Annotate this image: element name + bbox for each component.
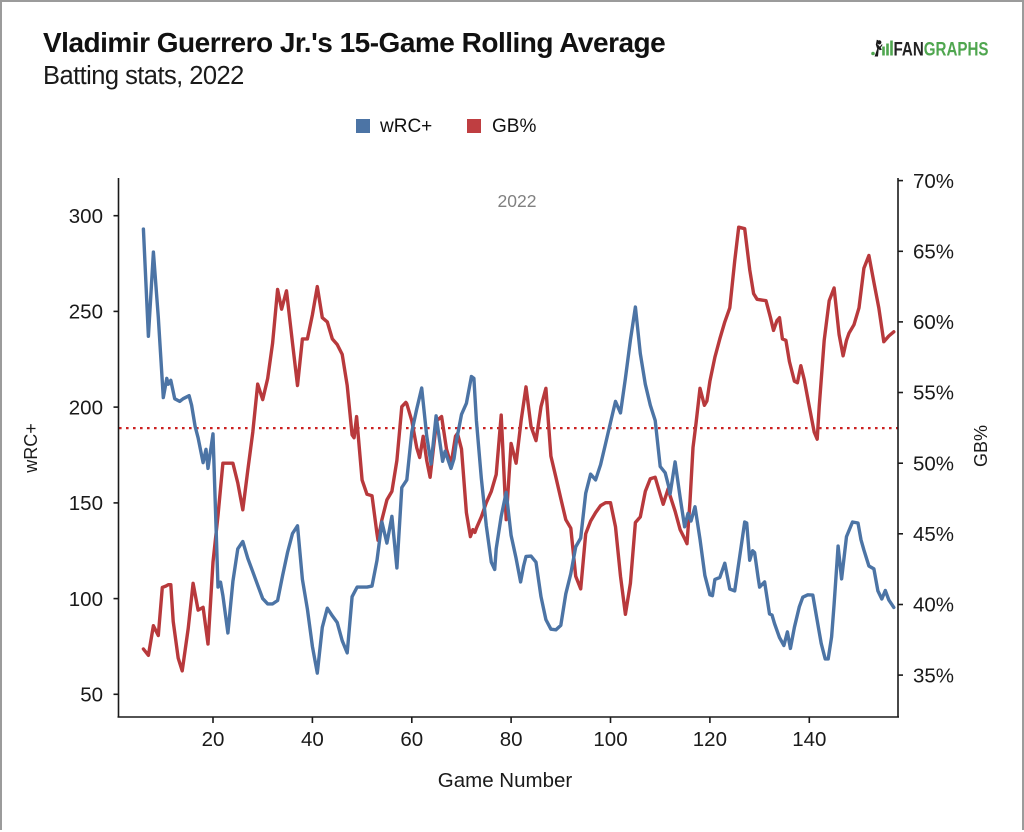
svg-text:65%: 65% — [913, 241, 954, 264]
svg-text:2022: 2022 — [498, 191, 537, 211]
svg-text:40: 40 — [301, 728, 324, 751]
svg-text:80: 80 — [500, 728, 523, 751]
svg-text:50: 50 — [80, 684, 103, 707]
svg-text:140: 140 — [792, 728, 826, 751]
svg-text:35%: 35% — [913, 664, 954, 687]
svg-text:wRC+: wRC+ — [21, 423, 41, 474]
svg-text:55%: 55% — [913, 382, 954, 405]
svg-text:20: 20 — [202, 728, 225, 751]
svg-text:100: 100 — [593, 728, 627, 751]
svg-text:FANGRAPHS: FANGRAPHS — [894, 39, 989, 58]
svg-text:Game Number: Game Number — [438, 769, 573, 792]
svg-text:300: 300 — [69, 205, 103, 228]
svg-text:70%: 70% — [913, 170, 954, 193]
svg-text:100: 100 — [69, 588, 103, 611]
svg-text:250: 250 — [69, 301, 103, 324]
svg-text:60: 60 — [400, 728, 423, 751]
svg-text:200: 200 — [69, 396, 103, 419]
svg-text:40%: 40% — [913, 594, 954, 617]
svg-text:150: 150 — [69, 492, 103, 515]
svg-text:50%: 50% — [913, 452, 954, 475]
svg-text:45%: 45% — [913, 523, 954, 546]
svg-text:120: 120 — [693, 728, 727, 751]
svg-text:GB%: GB% — [971, 425, 991, 467]
svg-text:60%: 60% — [913, 311, 954, 334]
